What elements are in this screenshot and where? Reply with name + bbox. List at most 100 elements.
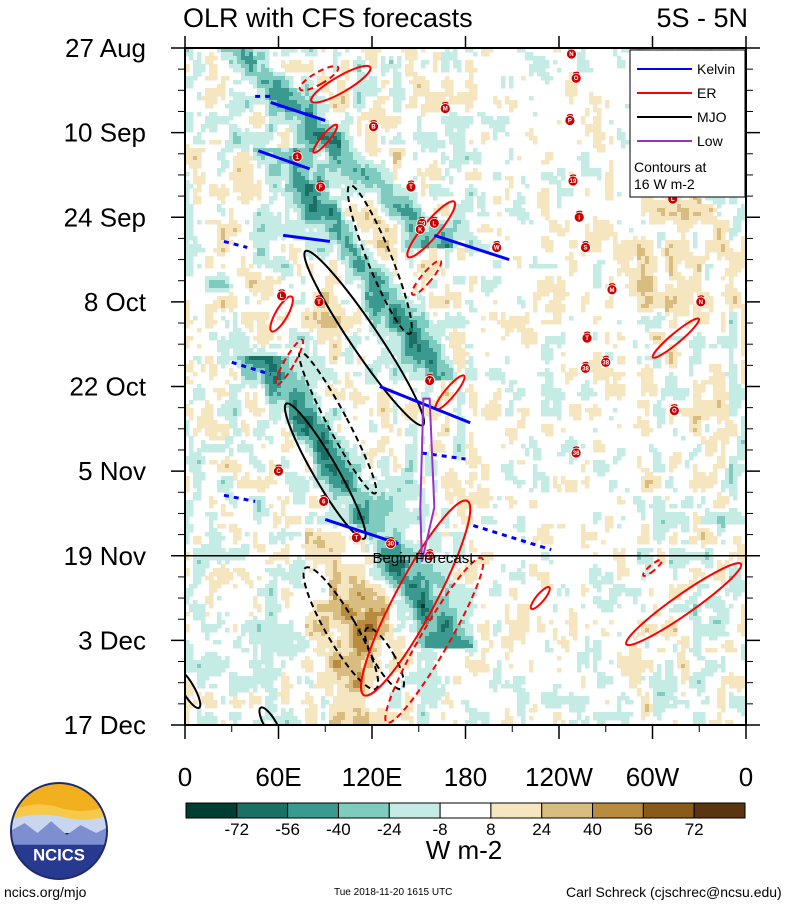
colorbar-swatch — [642, 802, 695, 819]
footer-url[interactable]: ncics.org/mjo — [4, 884, 87, 900]
storm-dot — [439, 103, 451, 114]
storm-tail — [569, 174, 577, 177]
storm-label: O — [574, 76, 579, 82]
mjo-contour — [346, 184, 413, 335]
er-contour — [269, 295, 294, 333]
storm-tail — [407, 180, 415, 183]
x-tick-label: 0 — [739, 762, 753, 792]
x-tick-label: 60W — [626, 762, 680, 792]
storm-marker: C — [273, 464, 284, 477]
kelvin-contour — [324, 518, 399, 546]
storm-dot — [405, 181, 417, 193]
chart-region: 5S - 5N — [656, 3, 748, 33]
storm-marker: W — [491, 240, 503, 253]
mjo-contour — [363, 626, 405, 691]
colorbar-label: -72 — [225, 820, 250, 839]
storm-tail — [671, 404, 678, 407]
storm-dot — [385, 538, 397, 550]
kelvin-contour — [257, 149, 311, 171]
storm-dot — [570, 447, 582, 459]
er-contour — [274, 338, 305, 386]
storm-marker: P — [564, 113, 576, 126]
legend-label: ER — [697, 85, 716, 101]
storm-label: 30 — [387, 542, 394, 548]
colorbar-label: -40 — [326, 820, 351, 839]
storm-dot — [313, 296, 325, 308]
y-tick-label: 24 Sep — [64, 202, 146, 232]
storm-dot — [606, 284, 618, 296]
colorbar-label: 8 — [486, 820, 495, 839]
storm-dot — [414, 223, 426, 235]
storm-tail — [566, 113, 574, 117]
colorbar: -72 -56 -40 -24 -8 8 24 40 56 72 — [185, 802, 746, 839]
colorbar-swatch — [287, 802, 339, 819]
y-tick-label: 27 Aug — [65, 33, 146, 63]
storm-dot — [291, 151, 303, 163]
storm-tail — [582, 240, 589, 244]
storm-label: O — [672, 409, 677, 415]
er-contour — [642, 558, 663, 577]
colorbar-swatch — [693, 802, 746, 819]
kelvin-contour — [231, 360, 272, 376]
storm-label: N — [569, 52, 573, 58]
storm-label: P — [568, 119, 572, 125]
storm-tail — [582, 361, 589, 364]
x-tick-label: 180 — [444, 762, 487, 792]
storm-tail — [493, 240, 501, 244]
mjo-contour — [302, 566, 380, 691]
storm-tail — [278, 289, 286, 292]
storm-dot — [318, 495, 330, 507]
storm-marker: L — [276, 289, 288, 302]
footer-author[interactable]: Carl Schreck (cjschrec@ncsu.edu) — [566, 884, 782, 900]
storm-dot — [580, 362, 591, 374]
storm-label: L — [432, 221, 436, 227]
storm-label: I — [578, 215, 580, 221]
colorbar-units: W m-2 — [426, 835, 503, 865]
colorbar-label: -8 — [433, 820, 448, 839]
kelvin-contour — [270, 100, 326, 122]
storm-marker: 36 — [570, 446, 582, 459]
storm-label: B — [371, 125, 376, 131]
storm-tail — [293, 150, 301, 153]
storm-label: 19 — [570, 179, 577, 185]
storm-dot — [424, 375, 436, 386]
storm-marker: 6 — [318, 494, 330, 507]
storm-marker: 38 — [580, 361, 591, 374]
y-tick-label: 5 Nov — [78, 456, 146, 486]
storm-tail — [572, 71, 580, 74]
storm-marker: S — [580, 240, 591, 253]
storm-tail — [275, 464, 282, 467]
y-tick-label: 8 Oct — [84, 287, 147, 317]
storm-label: K — [418, 227, 423, 233]
storm-label: 38 — [602, 360, 609, 366]
storm-label: L — [671, 197, 675, 203]
storm-marker: O — [668, 404, 680, 417]
y-axis-labels: 27 Aug 10 Sep 24 Sep 8 Oct 22 Oct 5 Nov 19 Nov… — [64, 33, 147, 740]
er-contour — [410, 259, 443, 296]
logo-text: NCICS — [33, 845, 85, 864]
storm-label: 6 — [322, 499, 326, 505]
y-tick-label: 17 Dec — [64, 710, 146, 740]
storm-tail — [387, 537, 395, 540]
storm-tail — [426, 549, 434, 552]
er-contour — [651, 317, 701, 359]
x-tick-label: 120E — [342, 762, 403, 792]
kelvin-contour — [223, 239, 248, 249]
storm-marker: 38 — [600, 355, 612, 368]
er-contour — [312, 123, 339, 154]
chart-title: OLR with CFS forecasts — [183, 3, 473, 33]
kelvin-contour — [379, 385, 471, 425]
colorbar-swatch — [337, 802, 390, 819]
storm-label: T — [409, 185, 413, 191]
mjo-contour — [185, 668, 202, 710]
storm-marker: F — [315, 180, 326, 193]
storm-tail — [315, 295, 323, 298]
storm-label: 38 — [582, 366, 589, 372]
axis-ticks — [171, 36, 760, 739]
storm-marker: T — [351, 531, 362, 544]
storm-label: 30 — [426, 554, 433, 560]
storm-label: W — [494, 245, 500, 251]
er-contour — [298, 65, 340, 92]
colorbar-swatch — [541, 802, 594, 819]
